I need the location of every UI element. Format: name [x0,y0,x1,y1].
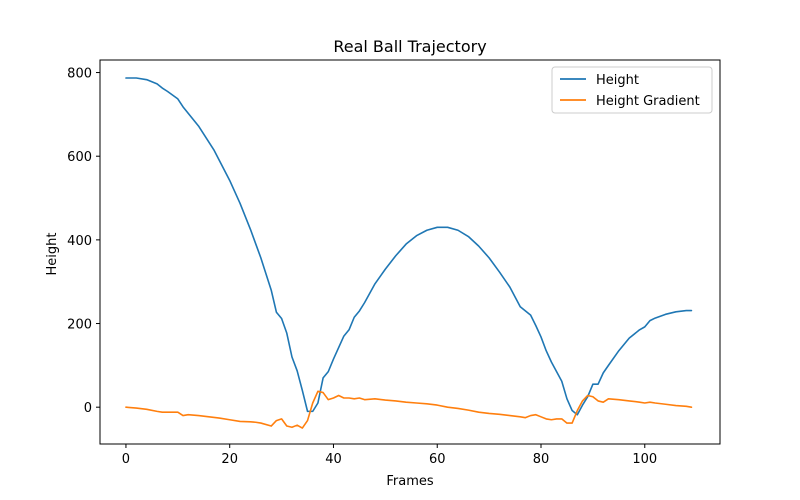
y-tick-label: 600 [67,150,92,165]
chart-title: Real Ball Trajectory [333,37,486,56]
x-tick-label: 100 [632,452,657,467]
y-tick-label: 200 [67,318,92,333]
x-tick-label: 20 [221,452,238,467]
axes-layer: 0 20 40 60 80 100 0 200 400 600 800 [67,67,657,467]
y-tick-label: 0 [84,401,92,416]
x-tick-label: 60 [429,452,446,467]
x-tick-label: 40 [325,452,342,467]
x-tick-label: 0 [122,452,130,467]
series-line-0 [125,77,693,416]
legend-label-0: Height [596,73,639,88]
x-axis-title: Frames [386,474,434,489]
y-axis-title: Height [45,233,60,276]
legend-box [551,66,713,114]
y-tick-label: 800 [67,67,92,82]
legend-label-1: Height Gradient [596,94,700,109]
series-line-1 [125,390,693,429]
x-tick-label: 80 [533,452,550,467]
plot-area [99,59,721,445]
y-tick-label: 400 [67,234,92,249]
series-layer [125,77,693,429]
legend: Height Height Gradient [551,66,713,114]
